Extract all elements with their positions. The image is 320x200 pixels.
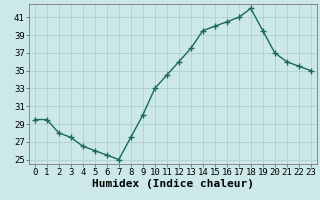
X-axis label: Humidex (Indice chaleur): Humidex (Indice chaleur)	[92, 179, 254, 189]
